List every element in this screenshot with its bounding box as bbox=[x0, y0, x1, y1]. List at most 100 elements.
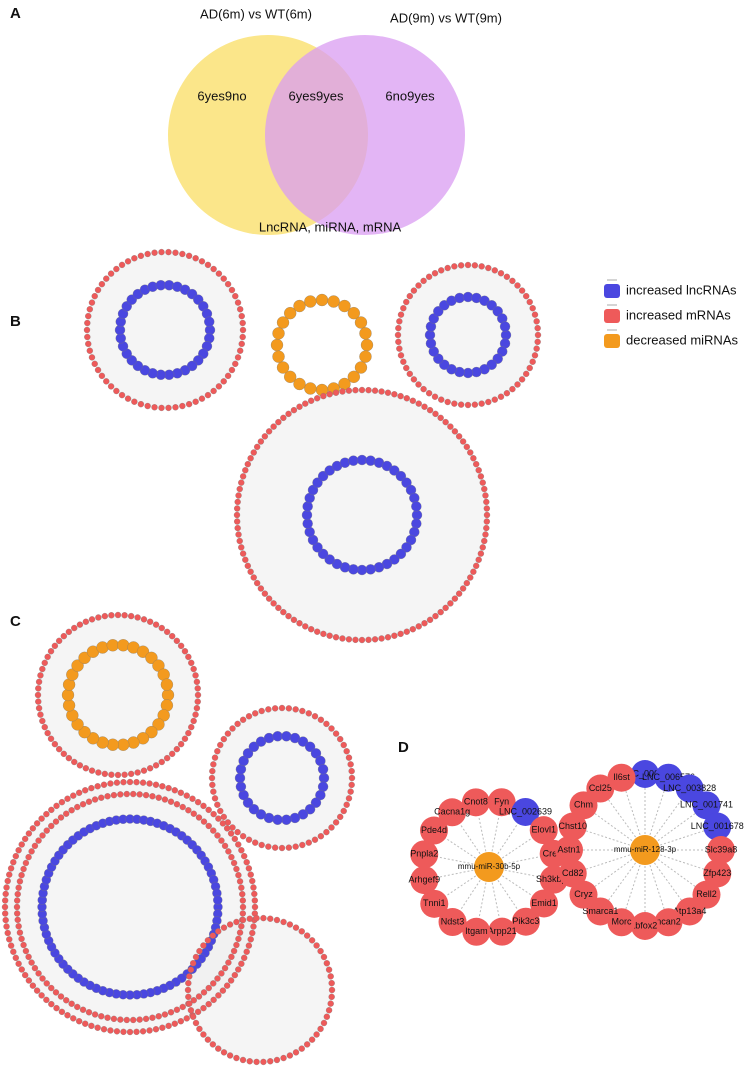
node bbox=[192, 1019, 200, 1027]
edge bbox=[424, 866, 490, 881]
edge bbox=[488, 853, 554, 868]
node bbox=[421, 620, 428, 627]
node bbox=[457, 401, 465, 408]
node bbox=[234, 720, 241, 728]
node bbox=[177, 789, 184, 796]
node-label: ncan2 bbox=[656, 917, 681, 927]
node bbox=[211, 795, 219, 802]
node bbox=[20, 941, 27, 949]
node bbox=[220, 378, 227, 385]
node bbox=[179, 803, 186, 811]
node bbox=[491, 396, 498, 403]
node bbox=[320, 630, 327, 638]
node bbox=[491, 267, 498, 274]
node bbox=[703, 812, 732, 841]
node bbox=[451, 428, 459, 435]
hub-node bbox=[474, 852, 504, 882]
node bbox=[34, 691, 42, 699]
node bbox=[359, 350, 372, 363]
node bbox=[35, 837, 42, 844]
node bbox=[245, 836, 253, 843]
node bbox=[117, 791, 124, 798]
node bbox=[35, 685, 42, 692]
node bbox=[314, 395, 321, 402]
node bbox=[183, 792, 190, 799]
node bbox=[292, 843, 299, 850]
node bbox=[190, 1013, 197, 1020]
node bbox=[130, 790, 137, 798]
node bbox=[200, 818, 208, 825]
node bbox=[82, 1020, 89, 1027]
node bbox=[308, 626, 315, 633]
edge bbox=[488, 829, 545, 868]
node bbox=[241, 853, 248, 860]
node bbox=[265, 706, 272, 713]
node bbox=[455, 433, 463, 440]
node bbox=[477, 473, 485, 480]
node bbox=[205, 1000, 212, 1008]
node bbox=[529, 358, 536, 365]
node bbox=[378, 635, 385, 642]
node bbox=[326, 391, 333, 398]
node bbox=[337, 735, 344, 743]
node bbox=[78, 726, 91, 739]
node bbox=[68, 1000, 75, 1007]
node bbox=[113, 779, 121, 786]
node bbox=[4, 877, 11, 885]
node bbox=[483, 511, 491, 519]
node bbox=[265, 428, 273, 435]
node bbox=[247, 871, 254, 878]
node bbox=[29, 825, 37, 832]
node bbox=[158, 404, 165, 412]
node bbox=[55, 637, 63, 644]
node bbox=[239, 326, 247, 334]
node bbox=[35, 678, 43, 685]
node bbox=[53, 802, 60, 810]
node bbox=[224, 372, 232, 379]
node bbox=[7, 865, 15, 872]
node bbox=[4, 929, 11, 937]
node bbox=[252, 839, 259, 846]
node bbox=[467, 449, 474, 456]
node bbox=[208, 774, 216, 782]
node bbox=[503, 273, 511, 280]
node bbox=[127, 736, 140, 749]
node bbox=[406, 370, 413, 378]
venn-diagram: AD(6m) vs WT(6m) AD(9m) vs WT(9m) 6yes9n… bbox=[168, 6, 502, 235]
node bbox=[2, 897, 9, 904]
node bbox=[224, 281, 232, 288]
node bbox=[239, 910, 246, 917]
node bbox=[52, 989, 60, 996]
node bbox=[270, 338, 284, 352]
node bbox=[25, 853, 32, 861]
node bbox=[214, 748, 221, 755]
node bbox=[185, 980, 192, 987]
node bbox=[220, 735, 227, 743]
node bbox=[293, 377, 306, 391]
node bbox=[487, 788, 516, 817]
panel-label: D bbox=[398, 739, 409, 756]
node bbox=[146, 780, 153, 787]
node bbox=[94, 1024, 101, 1031]
node bbox=[243, 948, 250, 955]
node bbox=[479, 544, 486, 551]
node bbox=[22, 859, 30, 867]
node bbox=[467, 574, 474, 581]
node bbox=[235, 492, 242, 499]
edge bbox=[424, 853, 490, 868]
node bbox=[217, 807, 224, 815]
node bbox=[391, 391, 398, 398]
node bbox=[225, 959, 232, 966]
node bbox=[371, 387, 379, 394]
node bbox=[323, 960, 330, 967]
node bbox=[232, 360, 239, 367]
node bbox=[85, 1009, 93, 1016]
node bbox=[107, 1027, 114, 1034]
node bbox=[142, 792, 150, 799]
node bbox=[186, 973, 193, 980]
node-label: Astn1 bbox=[557, 844, 580, 854]
node bbox=[511, 797, 540, 826]
node bbox=[260, 914, 267, 922]
node-label: Itgam bbox=[465, 926, 488, 936]
node bbox=[514, 381, 521, 388]
